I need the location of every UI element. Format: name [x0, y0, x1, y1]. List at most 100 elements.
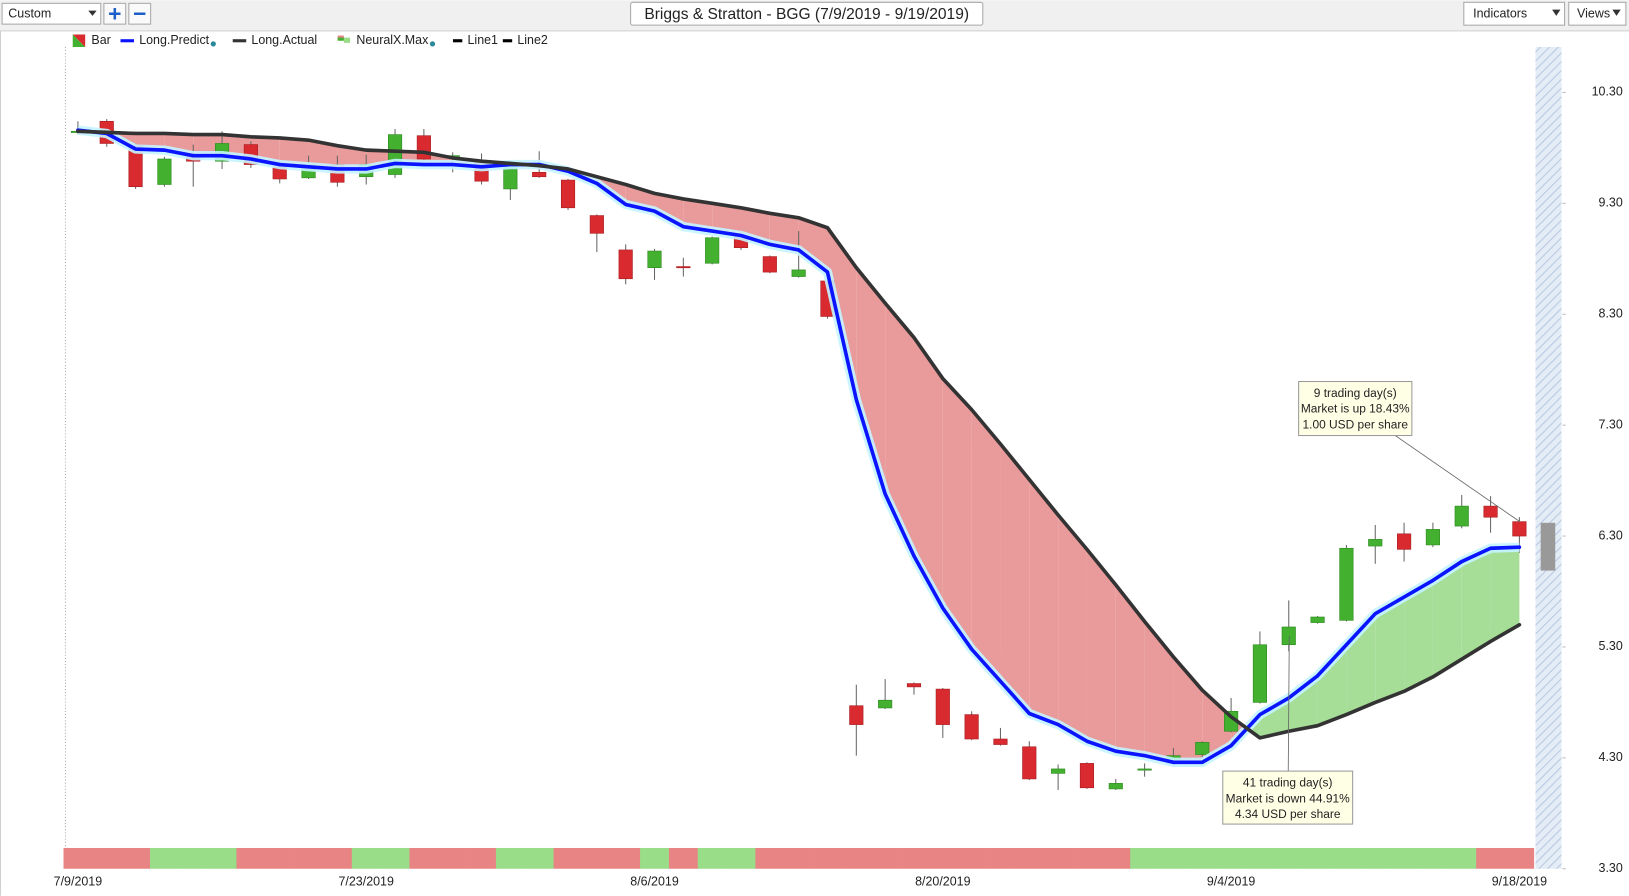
callout-text: 4.34 USD per share — [1235, 807, 1341, 821]
signal-cell — [1389, 847, 1419, 869]
title-box — [630, 1, 984, 26]
candle-body — [1022, 746, 1037, 780]
candle-body — [618, 249, 633, 280]
signal-cell — [899, 847, 929, 869]
candle-body — [1397, 533, 1412, 550]
legend-dot — [210, 41, 216, 47]
band-fill — [1375, 597, 1405, 703]
candle-body — [1454, 505, 1469, 527]
signal-cell — [1159, 847, 1189, 869]
band-fill — [1086, 549, 1116, 752]
signal-cell — [149, 847, 180, 869]
signal-cell — [1360, 847, 1390, 869]
candle-body — [589, 215, 604, 234]
band-fill — [885, 303, 914, 557]
legend-icon — [343, 37, 351, 43]
signal-cell — [553, 847, 583, 869]
candle-body — [1137, 768, 1152, 771]
signal-cell — [1504, 847, 1535, 869]
signal-cell — [121, 847, 151, 869]
signal-cell — [178, 847, 208, 869]
callout-text: Market is up 18.43% — [1301, 402, 1410, 416]
remove-button[interactable] — [128, 2, 152, 25]
price-marker — [1540, 522, 1556, 571]
legend-label: Line2 — [517, 33, 548, 47]
signal-cell — [1014, 847, 1045, 869]
band-fill — [1404, 580, 1433, 692]
signal-cell — [265, 847, 295, 869]
candle-body — [560, 179, 576, 209]
callout-text: 1.00 USD per share — [1302, 417, 1408, 431]
views-dropdown[interactable]: Views — [1568, 1, 1627, 26]
candle-body — [1079, 763, 1095, 789]
signal-cell — [870, 847, 900, 869]
candle-body — [762, 256, 777, 273]
y-tick-label: 4.30 — [1599, 750, 1623, 764]
signal-cell — [207, 847, 237, 869]
callout-leader — [1287, 636, 1290, 772]
candle-body — [1252, 644, 1267, 703]
band-fill — [1432, 561, 1462, 677]
signal-cell — [957, 847, 987, 869]
candle-body — [1483, 505, 1498, 518]
preset-dropdown[interactable]: Custom — [1, 2, 102, 25]
signal-cell — [582, 847, 612, 869]
band-fill — [1144, 621, 1174, 763]
chart-title: Briggs & Stratton - BGG (7/9/2019 - 9/19… — [644, 6, 969, 23]
y-tick-label: 7.30 — [1599, 417, 1623, 431]
candle-body — [791, 269, 806, 277]
x-tick-label: 9/18/2019 — [1492, 875, 1547, 889]
signal-cell — [236, 847, 266, 869]
candle-body — [964, 714, 979, 740]
signal-cell — [1130, 847, 1160, 869]
candle-body — [416, 135, 431, 160]
band-fill — [308, 140, 338, 169]
signal-cell — [1274, 847, 1304, 869]
legend-label: Long.Actual — [251, 33, 317, 47]
band-fill — [1115, 584, 1145, 756]
signal-cell — [1072, 847, 1102, 869]
y-tick-label: 8.30 — [1599, 307, 1623, 321]
y-tick-label: 10.30 — [1592, 85, 1623, 99]
y-tick-label: 3.30 — [1599, 861, 1623, 875]
signal-cell — [409, 847, 439, 869]
future-zone — [1535, 46, 1562, 869]
band-fill — [337, 145, 367, 169]
callout-text: 41 trading day(s) — [1243, 776, 1333, 790]
signal-cell — [640, 847, 670, 869]
candle-body — [1339, 547, 1354, 621]
band-fill — [913, 337, 943, 609]
band-fill — [798, 217, 828, 273]
signal-cell — [1476, 847, 1506, 869]
callout-text: Market is down 44.91% — [1226, 791, 1350, 805]
signal-cell — [841, 847, 872, 869]
add-button[interactable] — [103, 2, 127, 25]
signal-cell — [755, 847, 785, 869]
y-tick-label: 9.30 — [1599, 196, 1623, 210]
legend-icon — [337, 37, 344, 41]
signal-cell — [1187, 847, 1217, 869]
band-fill — [1029, 479, 1059, 725]
band-fill — [1259, 697, 1289, 738]
indicators-dropdown[interactable]: Indicators — [1463, 1, 1566, 26]
preset-label: Custom — [8, 7, 51, 21]
candle-body — [1195, 742, 1210, 755]
signal-cell — [1101, 847, 1131, 869]
candle-body — [647, 250, 662, 268]
signal-cell — [784, 847, 814, 869]
band-fill — [1000, 444, 1030, 714]
signal-cell — [928, 847, 958, 869]
band-fill — [769, 213, 799, 250]
signal-cell — [1043, 847, 1073, 869]
band-fill — [971, 409, 1001, 682]
callout-box — [1222, 770, 1354, 825]
candle-body — [1425, 529, 1440, 546]
candle-body — [532, 171, 547, 178]
candle-body — [878, 699, 893, 709]
band-fill — [193, 134, 223, 156]
signal-cell — [351, 847, 381, 869]
legend-label: Bar — [91, 33, 110, 47]
candle-body — [676, 266, 691, 269]
x-tick-label: 9/4/2019 — [1207, 875, 1256, 889]
